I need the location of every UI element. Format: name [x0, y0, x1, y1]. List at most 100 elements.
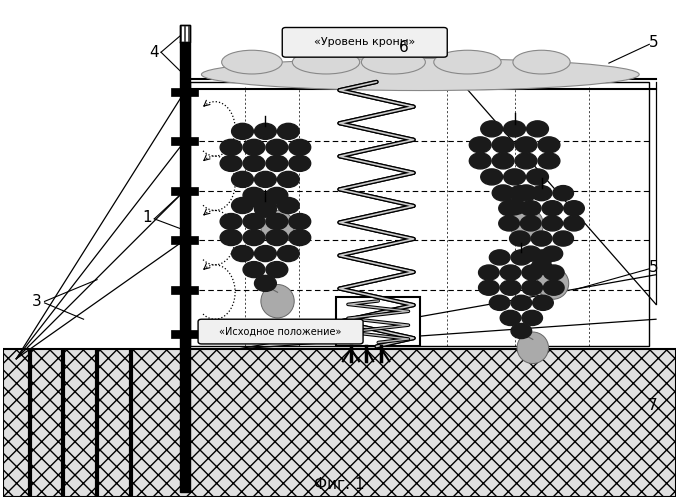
Circle shape — [520, 216, 541, 231]
Circle shape — [243, 188, 265, 204]
Circle shape — [522, 310, 543, 326]
Circle shape — [289, 140, 311, 156]
Circle shape — [492, 137, 514, 153]
Bar — [3, 349, 676, 497]
Circle shape — [538, 137, 560, 153]
Circle shape — [499, 216, 519, 231]
Circle shape — [515, 153, 537, 169]
Ellipse shape — [361, 50, 425, 74]
Ellipse shape — [221, 50, 282, 74]
Circle shape — [243, 140, 265, 156]
Circle shape — [490, 295, 510, 310]
Circle shape — [243, 156, 265, 172]
Ellipse shape — [537, 268, 569, 300]
Text: 1: 1 — [143, 210, 152, 226]
Circle shape — [531, 259, 552, 274]
Circle shape — [278, 246, 299, 262]
Circle shape — [220, 214, 242, 230]
Circle shape — [255, 276, 276, 291]
Circle shape — [500, 265, 521, 280]
Circle shape — [542, 200, 563, 216]
Circle shape — [543, 265, 564, 280]
Circle shape — [469, 137, 491, 153]
Circle shape — [511, 324, 532, 338]
Circle shape — [500, 310, 521, 326]
Bar — [172, 186, 198, 194]
Circle shape — [520, 246, 541, 261]
Circle shape — [542, 246, 563, 261]
Circle shape — [515, 137, 537, 153]
Bar — [187, 25, 189, 42]
Circle shape — [481, 121, 502, 137]
Circle shape — [278, 172, 299, 188]
Text: 5: 5 — [649, 35, 659, 50]
Circle shape — [243, 262, 265, 278]
Text: «Уровень кроны»: «Уровень кроны» — [314, 38, 416, 48]
Circle shape — [479, 280, 499, 295]
Circle shape — [542, 216, 563, 231]
Circle shape — [278, 124, 299, 140]
Bar — [3, 349, 676, 497]
Ellipse shape — [510, 208, 543, 241]
Circle shape — [553, 186, 574, 200]
Circle shape — [289, 230, 311, 246]
Bar — [179, 25, 181, 42]
Bar — [172, 236, 198, 244]
Circle shape — [266, 262, 288, 278]
Ellipse shape — [513, 50, 570, 74]
Circle shape — [500, 280, 521, 295]
Bar — [179, 25, 189, 42]
Bar — [172, 286, 198, 294]
Circle shape — [492, 153, 514, 169]
Circle shape — [504, 198, 526, 214]
Circle shape — [220, 140, 242, 156]
Circle shape — [520, 200, 541, 216]
Text: 3: 3 — [32, 294, 41, 310]
Circle shape — [232, 198, 253, 214]
Circle shape — [255, 201, 276, 217]
Circle shape — [538, 153, 560, 169]
Ellipse shape — [261, 210, 294, 244]
Circle shape — [255, 172, 276, 188]
Circle shape — [527, 169, 549, 185]
Text: «Исходное положение»: «Исходное положение» — [219, 326, 342, 336]
Circle shape — [511, 250, 532, 265]
Circle shape — [232, 124, 253, 140]
Ellipse shape — [293, 50, 360, 74]
Circle shape — [266, 156, 288, 172]
Circle shape — [490, 250, 510, 265]
Circle shape — [479, 265, 499, 280]
Ellipse shape — [517, 332, 549, 364]
Circle shape — [243, 214, 265, 230]
Circle shape — [266, 140, 288, 156]
Circle shape — [266, 188, 288, 204]
Bar — [183, 25, 185, 42]
Circle shape — [522, 265, 543, 280]
Ellipse shape — [202, 58, 639, 90]
Circle shape — [255, 124, 276, 140]
Bar — [172, 330, 198, 338]
Text: 4: 4 — [149, 44, 159, 60]
Text: 7: 7 — [648, 398, 657, 413]
Circle shape — [564, 216, 585, 231]
Circle shape — [564, 200, 585, 216]
Bar — [172, 88, 198, 96]
Circle shape — [531, 231, 552, 246]
Circle shape — [504, 121, 526, 137]
Circle shape — [289, 156, 311, 172]
Circle shape — [232, 246, 253, 262]
Circle shape — [266, 230, 288, 246]
Bar — [189, 82, 649, 346]
Circle shape — [532, 295, 553, 310]
Circle shape — [220, 156, 242, 172]
Circle shape — [532, 250, 553, 265]
Text: Фиг. 1: Фиг. 1 — [314, 478, 365, 492]
Circle shape — [255, 246, 276, 262]
Ellipse shape — [434, 50, 501, 74]
Circle shape — [553, 231, 574, 246]
Circle shape — [527, 121, 549, 137]
Circle shape — [492, 185, 514, 201]
Circle shape — [278, 198, 299, 214]
Circle shape — [255, 198, 276, 214]
Ellipse shape — [261, 284, 294, 318]
